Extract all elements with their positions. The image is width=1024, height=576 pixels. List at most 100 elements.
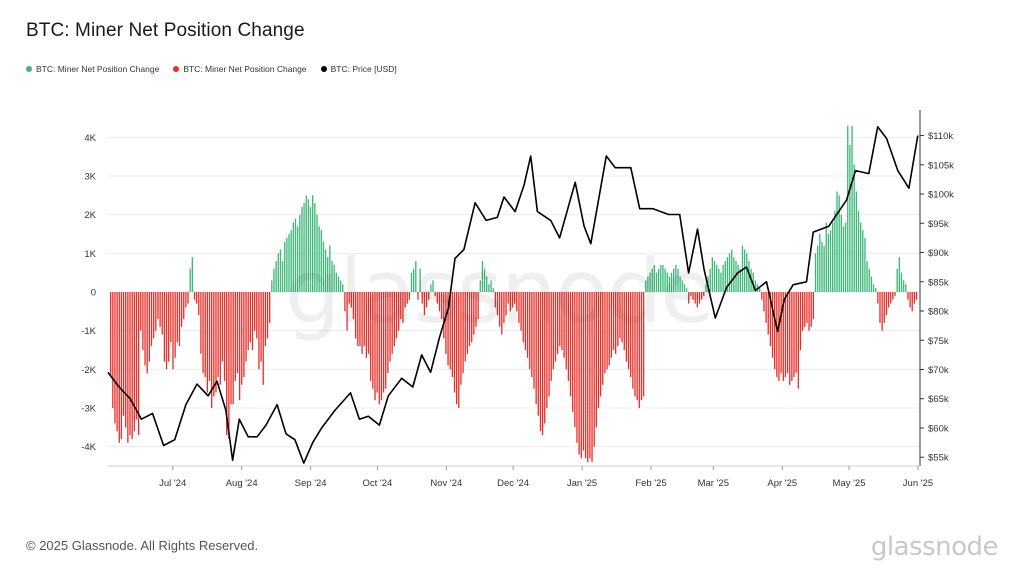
bar bbox=[604, 292, 606, 374]
bar bbox=[743, 249, 746, 292]
bar bbox=[511, 292, 514, 308]
y-left-tick-label: -3K bbox=[81, 404, 96, 415]
bar bbox=[819, 234, 821, 292]
bar bbox=[569, 292, 572, 397]
bar bbox=[746, 253, 748, 292]
bar bbox=[589, 292, 591, 459]
bar bbox=[281, 261, 284, 292]
legend-label-price: BTC: Price [USD] bbox=[330, 64, 397, 74]
bar bbox=[305, 195, 307, 292]
bar bbox=[430, 284, 432, 292]
bar bbox=[185, 292, 187, 308]
bar bbox=[258, 292, 260, 370]
bar bbox=[599, 292, 602, 397]
bar bbox=[875, 288, 877, 292]
bar bbox=[137, 292, 140, 436]
bar bbox=[716, 264, 718, 292]
bar bbox=[135, 292, 138, 420]
bar bbox=[666, 272, 668, 292]
bar bbox=[541, 292, 544, 436]
bar bbox=[466, 292, 469, 354]
bar bbox=[217, 292, 219, 378]
bar bbox=[582, 292, 585, 451]
y-right-tick-label: $65k bbox=[928, 394, 949, 405]
bar bbox=[501, 292, 503, 335]
bar bbox=[170, 292, 172, 343]
bar bbox=[262, 292, 264, 385]
bar bbox=[410, 272, 413, 292]
bar bbox=[632, 292, 634, 389]
bar bbox=[436, 292, 438, 304]
bar bbox=[195, 292, 198, 304]
y-left-tick-label: 1K bbox=[84, 249, 96, 260]
bar bbox=[771, 292, 774, 358]
bar bbox=[612, 292, 615, 350]
bar bbox=[731, 249, 733, 292]
bar bbox=[597, 292, 600, 408]
legend-dot-red-icon bbox=[173, 66, 180, 72]
bar bbox=[329, 245, 331, 292]
bar bbox=[312, 195, 314, 292]
bar bbox=[253, 292, 256, 331]
bar-series bbox=[110, 125, 918, 463]
bar bbox=[284, 241, 286, 292]
bar bbox=[615, 292, 617, 354]
bar bbox=[251, 292, 254, 350]
legend-label-positive: BTC: Miner Net Position Change bbox=[36, 64, 160, 74]
y-left-tick-label: -4K bbox=[81, 442, 96, 453]
bar bbox=[421, 292, 423, 304]
bar bbox=[496, 292, 499, 316]
bar bbox=[651, 268, 653, 292]
bar bbox=[183, 292, 185, 320]
bar bbox=[163, 292, 166, 362]
bar bbox=[660, 264, 662, 292]
legend-item-positive[interactable]: BTC: Miner Net Position Change bbox=[26, 64, 159, 74]
bar bbox=[718, 268, 720, 292]
bar bbox=[438, 292, 441, 312]
bar bbox=[161, 292, 163, 335]
bar bbox=[518, 292, 520, 323]
bar bbox=[879, 292, 881, 323]
bar bbox=[376, 292, 378, 393]
bar bbox=[337, 276, 340, 292]
bar bbox=[780, 292, 782, 374]
bar bbox=[294, 218, 297, 292]
legend-item-price[interactable]: BTC: Price [USD] bbox=[320, 64, 397, 74]
bar bbox=[455, 292, 458, 405]
bar bbox=[131, 292, 133, 439]
price-line bbox=[107, 126, 919, 464]
bar bbox=[425, 292, 428, 308]
bar bbox=[228, 292, 230, 439]
bar bbox=[397, 292, 400, 331]
bar bbox=[812, 292, 815, 320]
bar bbox=[709, 268, 711, 292]
bar bbox=[673, 268, 675, 292]
bar bbox=[213, 292, 215, 397]
bar bbox=[238, 292, 241, 401]
bar bbox=[432, 280, 434, 292]
bar bbox=[694, 292, 696, 304]
bar bbox=[232, 292, 234, 405]
bar bbox=[776, 292, 778, 378]
x-tick-label: Jun '25 bbox=[903, 478, 933, 489]
bar bbox=[572, 292, 574, 412]
bar bbox=[870, 276, 873, 292]
bar bbox=[578, 292, 580, 455]
bar bbox=[793, 292, 795, 378]
bar bbox=[380, 292, 383, 401]
bar bbox=[273, 268, 275, 292]
bar bbox=[363, 292, 365, 347]
bar bbox=[905, 284, 907, 292]
bar bbox=[236, 292, 239, 374]
y-right-tick-label: $100k bbox=[928, 190, 954, 201]
bar bbox=[703, 292, 705, 296]
legend-item-negative[interactable]: BTC: Miner Net Position Change bbox=[173, 64, 307, 74]
bar bbox=[681, 280, 683, 292]
bar bbox=[243, 292, 245, 378]
bar bbox=[488, 284, 490, 292]
bar bbox=[791, 292, 793, 381]
bar bbox=[857, 210, 860, 292]
bar bbox=[460, 292, 462, 385]
bar bbox=[299, 214, 301, 292]
